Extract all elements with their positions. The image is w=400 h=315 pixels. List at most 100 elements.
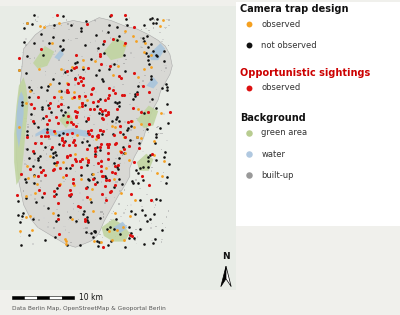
Point (122, 16, 129, 21)
FancyBboxPatch shape (135, 179, 137, 181)
Point (35, 155, 42, 160)
Point (146, 122, 153, 127)
Point (76, 243, 83, 248)
Point (134, 134, 141, 139)
FancyBboxPatch shape (55, 50, 56, 52)
Point (131, 124, 137, 129)
FancyBboxPatch shape (105, 197, 106, 199)
FancyBboxPatch shape (108, 166, 110, 167)
Point (65, 82, 71, 87)
Point (62, 237, 69, 242)
FancyBboxPatch shape (106, 65, 107, 66)
FancyBboxPatch shape (120, 215, 122, 216)
FancyBboxPatch shape (100, 169, 102, 170)
FancyBboxPatch shape (95, 91, 97, 93)
Point (24, 20, 30, 25)
Point (71, 137, 77, 142)
Point (62, 70, 68, 75)
Point (86, 142, 92, 147)
Point (118, 190, 124, 195)
FancyBboxPatch shape (124, 189, 125, 191)
Point (23, 70, 29, 75)
FancyBboxPatch shape (27, 124, 29, 125)
Point (106, 23, 112, 28)
Point (130, 180, 136, 186)
Point (35, 125, 41, 130)
FancyBboxPatch shape (84, 92, 85, 93)
Point (78, 78, 85, 83)
Point (70, 139, 77, 144)
FancyBboxPatch shape (111, 64, 113, 66)
Point (96, 239, 103, 244)
Point (78, 156, 85, 161)
FancyBboxPatch shape (36, 125, 37, 127)
FancyBboxPatch shape (164, 27, 166, 28)
FancyBboxPatch shape (117, 154, 118, 156)
Point (118, 76, 125, 81)
Point (36, 153, 43, 158)
Point (59, 37, 66, 42)
Point (110, 37, 116, 42)
Point (42, 145, 48, 150)
Point (80, 65, 86, 70)
FancyBboxPatch shape (23, 103, 24, 105)
Point (31, 191, 38, 196)
FancyBboxPatch shape (62, 69, 64, 71)
FancyBboxPatch shape (154, 19, 156, 20)
FancyBboxPatch shape (61, 123, 63, 125)
Point (83, 185, 89, 190)
Polygon shape (16, 91, 24, 148)
Point (158, 85, 165, 90)
Point (72, 60, 78, 65)
Point (115, 166, 122, 171)
Point (56, 141, 62, 146)
FancyBboxPatch shape (114, 188, 116, 189)
FancyBboxPatch shape (81, 37, 82, 38)
Point (137, 198, 143, 203)
Point (39, 104, 45, 109)
FancyBboxPatch shape (63, 105, 64, 106)
FancyBboxPatch shape (63, 73, 64, 75)
FancyBboxPatch shape (35, 19, 36, 21)
Point (76, 104, 82, 109)
FancyBboxPatch shape (34, 159, 36, 161)
FancyBboxPatch shape (114, 167, 116, 168)
FancyBboxPatch shape (64, 91, 66, 93)
Point (88, 86, 95, 91)
Point (99, 173, 106, 178)
Point (102, 183, 108, 188)
Point (24, 135, 30, 140)
FancyBboxPatch shape (61, 25, 62, 26)
Point (44, 127, 50, 132)
Point (76, 75, 83, 80)
Point (150, 240, 156, 245)
FancyBboxPatch shape (48, 168, 50, 169)
Point (101, 51, 108, 56)
Point (38, 140, 45, 146)
Point (116, 73, 122, 78)
FancyBboxPatch shape (139, 82, 140, 83)
Point (161, 58, 168, 63)
Point (110, 227, 117, 232)
Point (54, 159, 60, 164)
Point (59, 137, 65, 142)
Point (116, 123, 123, 129)
Point (69, 65, 76, 70)
FancyBboxPatch shape (154, 38, 156, 39)
Point (111, 177, 117, 182)
FancyBboxPatch shape (20, 232, 21, 234)
Point (140, 111, 147, 116)
FancyBboxPatch shape (158, 133, 160, 134)
FancyBboxPatch shape (113, 86, 115, 88)
Point (127, 214, 133, 219)
Point (92, 154, 98, 159)
Point (84, 117, 91, 122)
Point (112, 99, 118, 104)
FancyBboxPatch shape (74, 143, 76, 144)
Point (84, 185, 90, 190)
Point (121, 92, 127, 97)
FancyBboxPatch shape (124, 121, 126, 123)
Point (116, 176, 122, 181)
Point (44, 206, 51, 211)
Point (51, 161, 58, 166)
